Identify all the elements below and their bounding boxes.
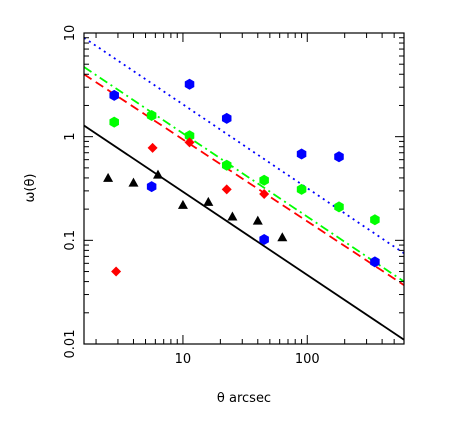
fit-line-3 [83,124,405,341]
point-s0-5 [296,148,307,160]
point-s2-3 [221,184,232,195]
point-s0-2 [184,78,195,90]
point-s1-5 [296,183,307,195]
point-s3-0 [103,172,114,182]
y-tick-label: 1 [63,133,78,141]
x-tick-label: 10 [175,352,192,367]
point-s2-0 [111,266,122,277]
point-s3-4 [203,196,214,206]
point-s2-1 [147,142,158,153]
point-s3-7 [277,232,288,242]
plot-frame [83,32,405,345]
point-s1-4 [259,174,269,186]
point-s0-3 [221,112,232,124]
point-s2-2 [184,137,195,148]
fit-line-0 [83,36,405,255]
point-s1-0 [109,116,119,128]
point-s3-2 [152,169,163,179]
y-tick-label: 0.01 [63,330,78,359]
point-s0-0 [109,89,119,101]
point-s3-3 [177,199,188,209]
point-s1-7 [370,214,380,226]
point-s1-1 [146,110,157,122]
fit-line-2 [83,73,405,286]
point-s3-1 [128,177,139,187]
axis-ticks [84,32,405,345]
tick-labels: 10 100 0.01 0.1 1 10 [63,25,320,367]
point-s0-6 [334,151,344,163]
y-tick-label: 0.1 [63,230,78,251]
point-s1-2 [184,130,195,142]
fit-line-1 [83,66,405,283]
x-tick-label: 100 [295,352,320,367]
y-axis-title: ω(θ) [23,174,38,203]
point-s0-1 [146,181,157,193]
point-s0-4 [259,233,269,245]
point-s2-4 [259,188,270,199]
point-s3-6 [252,215,263,225]
x-axis-title: θ arcsec [217,391,271,406]
y-tick-label: 10 [63,25,78,42]
point-s1-6 [334,201,344,213]
point-s1-3 [221,159,232,171]
data-points [103,78,380,277]
point-s3-5 [227,211,238,221]
fit-lines [83,36,405,341]
point-s0-7 [370,256,380,268]
